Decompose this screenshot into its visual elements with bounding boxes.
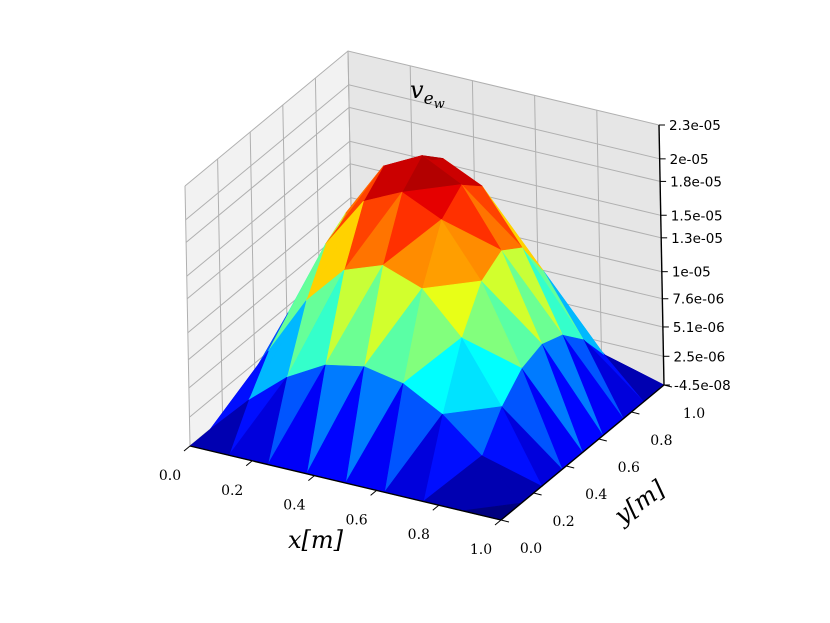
- y-axis-line: [500, 384, 665, 521]
- x-tick-mark: [494, 519, 502, 526]
- y-tick-label: 0.8: [650, 433, 672, 449]
- chart-title-main: v: [410, 76, 424, 104]
- x-tick-label: 0.2: [221, 483, 243, 499]
- axis-lines: [183, 124, 673, 526]
- z-tick-label: 1e-05: [672, 265, 711, 281]
- z-axis-line: [658, 124, 665, 386]
- z-tick-label: 2.3e-05: [669, 118, 721, 134]
- y-tick-mark: [631, 411, 640, 415]
- x-tick-mark: [432, 504, 440, 511]
- y-tick-label: 0.0: [520, 541, 542, 557]
- tick-labels: 0.0 0.2 0.4 0.6 0.8 1.0 0.0 0.2 0.4 0.6 0.8 1.0 -4.5…: [159, 118, 731, 558]
- z-tick-label: 7.6e-06: [672, 292, 724, 308]
- y-axis-label: y[m]: [608, 474, 670, 530]
- z-tick-label: 5.1e-06: [673, 320, 725, 336]
- x-tick-mark: [183, 445, 191, 452]
- y-tick-mark: [500, 519, 510, 523]
- grid-z-8: [185, 84, 660, 221]
- z-tick-label: -4.5e-08: [674, 378, 731, 394]
- grid-z-5: [186, 163, 662, 300]
- x-tick-mark: [370, 490, 377, 496]
- x-axis-line: [189, 445, 502, 521]
- grid-z-6: [186, 140, 661, 277]
- z-tick-label: 2.5e-06: [673, 349, 725, 365]
- chart-title-sub: e: [424, 89, 434, 109]
- x-tick-label: 0.0: [159, 468, 181, 484]
- x-tick-mark: [308, 475, 315, 481]
- y-tick-label: 0.6: [618, 460, 640, 476]
- y-tick-mark: [566, 465, 575, 469]
- grid-z-4: [187, 197, 662, 334]
- grid-z-9: [184, 50, 660, 187]
- x-tick-mark: [245, 460, 253, 467]
- z-tick-label: 1.5e-05: [671, 208, 723, 224]
- y-tick-label: 1.0: [683, 406, 705, 422]
- y-tick-mark: [533, 492, 542, 496]
- y-tick-mark: [598, 438, 607, 442]
- pane-left: [185, 51, 353, 446]
- x-tick-label: 0.6: [345, 512, 367, 528]
- x-axis-label: x[m]: [288, 526, 344, 554]
- y-tick-label: 0.2: [552, 514, 574, 530]
- chart-title-subsub: w: [434, 97, 445, 112]
- z-tick-label: 1.3e-05: [671, 231, 723, 247]
- chart-title: vew: [410, 76, 445, 112]
- x-tick-label: 0.4: [283, 498, 305, 514]
- surface-mesh: [189, 155, 665, 521]
- z-tick-label: 1.8e-05: [670, 174, 722, 190]
- y-tick-label: 0.4: [585, 487, 607, 503]
- z-tick-label: 2e-05: [670, 152, 709, 168]
- x-tick-label: 1.0: [470, 542, 492, 558]
- x-tick-label: 0.8: [408, 527, 430, 543]
- grid-z-7: [185, 106, 661, 243]
